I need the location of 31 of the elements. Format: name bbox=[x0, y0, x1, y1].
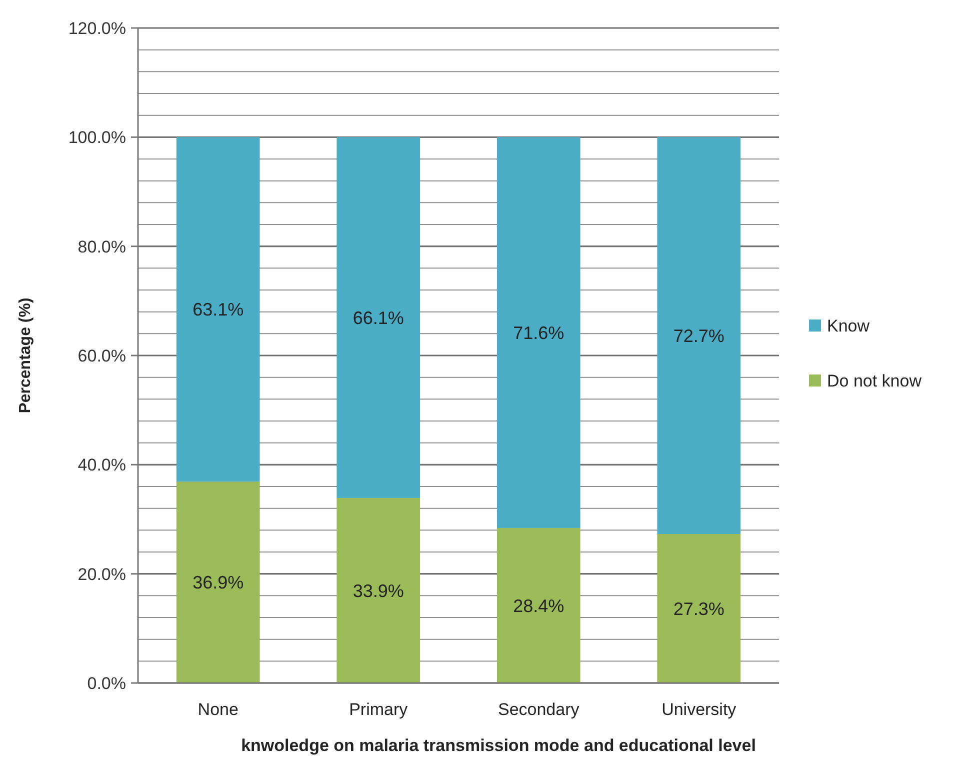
bar bbox=[496, 137, 580, 528]
y-tick-label: 0.0% bbox=[87, 674, 126, 693]
legend-label: Know bbox=[827, 316, 870, 336]
bar bbox=[657, 534, 741, 683]
data-label: 71.6% bbox=[513, 322, 564, 343]
y-tick-label: 40.0% bbox=[78, 456, 126, 475]
bar bbox=[657, 137, 741, 534]
data-label: 66.1% bbox=[352, 308, 404, 328]
y-axis-title: Percentage (%) bbox=[17, 298, 34, 414]
x-tick-label: Secondary bbox=[498, 700, 580, 719]
data-label: 63.1% bbox=[192, 300, 244, 320]
data-label: 28.4% bbox=[513, 596, 564, 616]
data-label: 72.7% bbox=[673, 326, 724, 346]
y-tick-label: 100.0% bbox=[68, 128, 126, 148]
bar bbox=[496, 528, 580, 683]
data-label: 36.9% bbox=[192, 572, 244, 593]
y-tick-label: 60.0% bbox=[78, 346, 126, 366]
legend-label: Do not know bbox=[827, 371, 922, 390]
data-label: 33.9% bbox=[352, 580, 404, 601]
bar bbox=[176, 137, 260, 482]
x-tick-label: None bbox=[198, 700, 238, 719]
bar bbox=[336, 498, 420, 683]
x-tick-label: Primary bbox=[349, 700, 408, 719]
bar bbox=[336, 137, 420, 498]
bar bbox=[176, 482, 260, 683]
x-axis-title: knwoledge on malaria transmission mode and educational level bbox=[241, 736, 756, 755]
data-label: 27.3% bbox=[673, 598, 724, 619]
y-tick-label: 120.0% bbox=[68, 18, 126, 38]
y-tick-label: 80.0% bbox=[78, 237, 126, 256]
y-tick-label: 20.0% bbox=[78, 564, 126, 584]
x-tick-label: University bbox=[662, 700, 737, 719]
